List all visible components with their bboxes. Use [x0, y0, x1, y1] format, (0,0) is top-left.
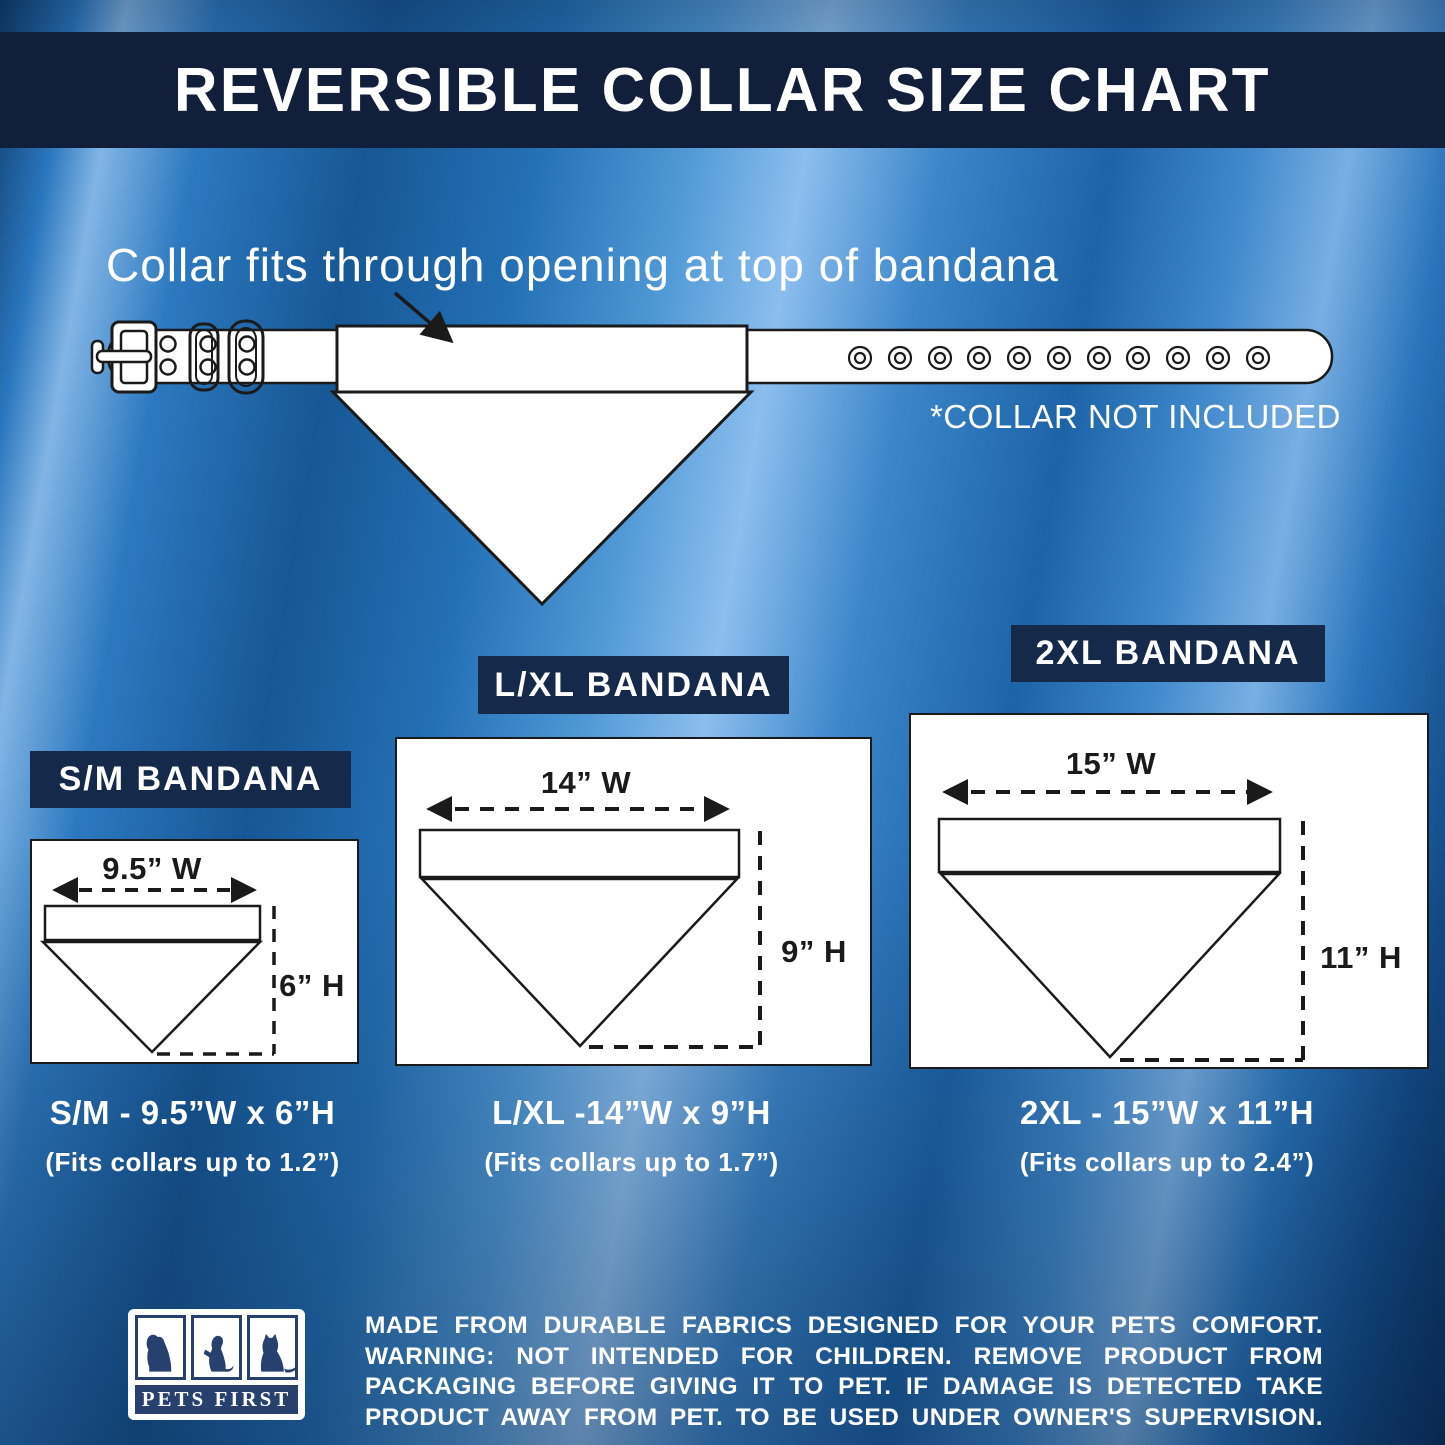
- diagram-box-2xl: 15” W 11” H: [909, 713, 1429, 1069]
- disclaimer-line: MADE FROM DURABLE FABRICS DESIGNED FOR Y…: [365, 1312, 1323, 1339]
- bandana-triangle-sm: [40, 940, 263, 1054]
- disclaimer-text: MADE FROM DURABLE FABRICS DESIGNED FOR Y…: [365, 1311, 1323, 1433]
- collar-buckle: [90, 320, 158, 394]
- collar-bandana-illustration: [90, 291, 1334, 607]
- size-label-2xl-text: 2XL BANDANA: [1035, 634, 1301, 672]
- size-label-2xl: 2XL BANDANA: [1011, 625, 1325, 682]
- title-banner: REVERSIBLE COLLAR SIZE CHART: [0, 32, 1445, 148]
- begging-dog-icon: [203, 1335, 233, 1372]
- bandana-sleeve-lxl: [418, 828, 741, 879]
- caption-lxl: L/XL -14”W x 9”H: [492, 1094, 771, 1131]
- diagram-sm: [40, 877, 276, 1056]
- disclaimer-line: PRODUCT AWAY FROM PET. TO BE USED UNDER …: [365, 1403, 1323, 1431]
- logo-frame-1: [135, 1315, 186, 1380]
- caption-2xl: 2XL - 15”W x 11”H: [1019, 1094, 1314, 1131]
- width-label-lxl: 14” W: [540, 765, 632, 800]
- collar-keeper-loops: [188, 319, 265, 395]
- logo-animal-frames: [135, 1315, 298, 1380]
- bandana-triangle-2xl: [938, 872, 1282, 1059]
- diagram-box-sm: 9.5” W 6” H: [30, 839, 359, 1064]
- disclaimer-line: PACKAGING BEFORE GIVING IT TO PET. IF DA…: [365, 1373, 1323, 1400]
- logo-frame-2: [191, 1315, 242, 1380]
- diagram-lxl: [418, 796, 762, 1049]
- bandana-sleeve: [335, 324, 749, 394]
- bandana-sleeve-sm: [43, 904, 262, 942]
- height-label-lxl: 9” H: [781, 934, 847, 969]
- width-label-2xl: 15” W: [1065, 746, 1157, 781]
- shepherd-dog-icon: [260, 1333, 298, 1373]
- fits-lxl: (Fits collars up to 1.7”): [484, 1147, 779, 1177]
- collar-buckle-holes: [159, 335, 256, 376]
- height-label-2xl: 11” H: [1320, 940, 1402, 975]
- fits-sm: (Fits collars up to 1.2”): [45, 1147, 340, 1177]
- size-label-sm-text: S/M BANDANA: [58, 760, 323, 798]
- size-label-lxl-text: L/XL BANDANA: [494, 665, 773, 704]
- brand-name: PETS FIRST: [141, 1387, 292, 1411]
- diagram-box-lxl: 14” W 9” H: [395, 737, 872, 1066]
- bandana-triangle-lxl: [419, 877, 740, 1048]
- diagram-2xl: [937, 779, 1305, 1062]
- pets-first-logo: PETS FIRST: [128, 1309, 305, 1420]
- width-label-sm: 9.5” W: [102, 851, 202, 886]
- collar-note: *COLLAR NOT INCLUDED: [930, 398, 1341, 435]
- caption-sm: S/M - 9.5”W x 6”H: [49, 1094, 336, 1131]
- page-title: REVERSIBLE COLLAR SIZE CHART: [173, 55, 1272, 125]
- disclaimer-line: WARNING: NOT INTENDED FOR CHILDREN. REMO…: [365, 1342, 1323, 1370]
- collar-eyelets: [847, 345, 1271, 371]
- size-label-lxl: L/XL BANDANA: [478, 656, 789, 714]
- bandana-sleeve-2xl: [937, 817, 1282, 874]
- logo-frame-3: [247, 1315, 298, 1380]
- sitting-dog-icon: [146, 1334, 171, 1372]
- size-label-sm: S/M BANDANA: [30, 751, 351, 808]
- logo-wordmark-band: PETS FIRST: [135, 1385, 298, 1414]
- bandana-triangle: [329, 390, 755, 607]
- height-label-sm: 6” H: [279, 968, 345, 1003]
- pointer-arrow: [393, 291, 454, 344]
- fits-2xl: (Fits collars up to 2.4”): [1019, 1147, 1315, 1177]
- instruction-text: Collar fits through opening at top of ba…: [106, 239, 1059, 291]
